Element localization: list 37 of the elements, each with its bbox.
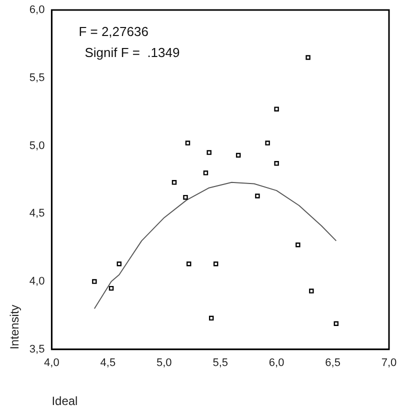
annotation: Signif F = .1349 bbox=[84, 45, 180, 60]
y-tick-label: 5,5 bbox=[29, 72, 45, 84]
point bbox=[274, 106, 279, 112]
point bbox=[274, 161, 279, 166]
x-tick-label: 5,0 bbox=[156, 357, 172, 370]
y-tick-label: 5,0 bbox=[29, 140, 45, 152]
x-tick-label: 6,5 bbox=[325, 357, 340, 370]
point bbox=[255, 194, 260, 198]
point bbox=[334, 321, 339, 326]
y-tick-label: 4,5 bbox=[29, 208, 45, 220]
x-tick-label: 6,0 bbox=[268, 357, 284, 370]
point bbox=[186, 262, 192, 266]
point bbox=[236, 152, 241, 158]
y-tick-label: 4,0 bbox=[29, 276, 45, 288]
point bbox=[203, 170, 208, 176]
point bbox=[296, 242, 300, 248]
x-tick-label: 4,5 bbox=[100, 357, 116, 370]
point bbox=[306, 55, 310, 60]
x-tick-label: 5,5 bbox=[212, 357, 228, 370]
point bbox=[208, 316, 214, 321]
point bbox=[116, 262, 122, 266]
y-tick-label: 3,5 bbox=[29, 343, 45, 356]
y-tick-label: 6,0 bbox=[29, 4, 45, 16]
x-tick-label: 4,0 bbox=[44, 357, 60, 370]
x-tick-label: 7,0 bbox=[381, 357, 397, 370]
point bbox=[206, 150, 212, 155]
y-axis-title: Intensity bbox=[8, 304, 22, 350]
annotation: F = 2,27636 bbox=[78, 24, 148, 40]
point bbox=[185, 140, 190, 146]
point bbox=[172, 180, 177, 185]
point bbox=[92, 279, 97, 284]
x-axis-title: Ideal bbox=[52, 394, 78, 408]
point bbox=[108, 286, 114, 291]
point bbox=[309, 288, 314, 294]
point bbox=[213, 262, 218, 266]
point bbox=[183, 194, 188, 200]
point bbox=[265, 140, 270, 146]
